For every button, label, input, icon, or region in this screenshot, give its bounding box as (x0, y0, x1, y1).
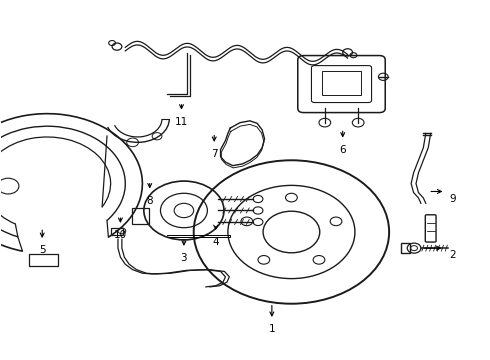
Text: 9: 9 (449, 194, 456, 204)
Text: 8: 8 (147, 196, 153, 206)
Text: 5: 5 (39, 245, 46, 255)
Text: 11: 11 (175, 117, 188, 127)
Text: 10: 10 (114, 230, 127, 240)
Text: 4: 4 (212, 237, 219, 247)
Text: 7: 7 (211, 149, 218, 159)
Text: 2: 2 (449, 250, 456, 260)
Text: 1: 1 (269, 324, 275, 334)
Text: 6: 6 (340, 145, 346, 155)
Text: 3: 3 (181, 253, 187, 263)
